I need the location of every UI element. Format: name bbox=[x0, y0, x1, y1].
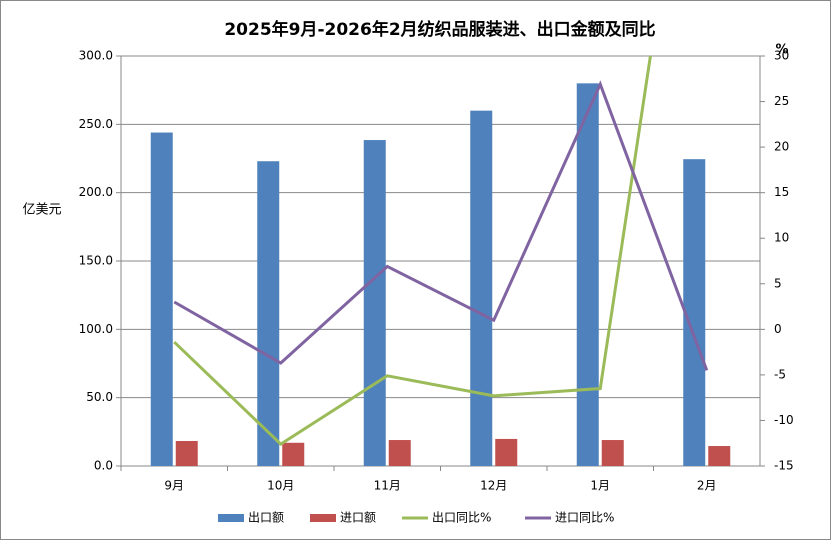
y-tick-label: 0.0 bbox=[94, 459, 113, 473]
bar bbox=[363, 140, 386, 467]
x-tick-label: 10月 bbox=[267, 479, 294, 493]
x-tick-label: 9月 bbox=[164, 479, 184, 493]
bar bbox=[257, 161, 280, 466]
y2-tick-label: 30 bbox=[774, 49, 789, 63]
line bbox=[173, 80, 709, 371]
y-tick-label: 100.0 bbox=[79, 322, 113, 336]
legend-label: 出口额 bbox=[248, 511, 284, 525]
x-tick-label: 11月 bbox=[374, 479, 401, 493]
x-tick-label: 12月 bbox=[480, 479, 507, 493]
bar bbox=[495, 438, 518, 466]
y2-axis-label: % bbox=[775, 43, 788, 58]
y-tick-label: 200.0 bbox=[79, 185, 113, 199]
y2-tick-label: -15 bbox=[774, 459, 794, 473]
legend-label: 出口同比% bbox=[432, 511, 491, 525]
y-tick-label: 250.0 bbox=[79, 117, 113, 131]
bar bbox=[470, 110, 493, 467]
chart-title: 2025年9月-2026年2月纺织品服装进、出口金额及同比 bbox=[224, 19, 655, 40]
bar bbox=[683, 159, 706, 466]
y2-tick-label: 10 bbox=[774, 231, 789, 245]
y2-tick-label: 0 bbox=[774, 322, 782, 336]
y2-tick-label: 15 bbox=[774, 185, 789, 199]
y2-tick-label: 25 bbox=[774, 94, 789, 108]
x-tick-label: 1月 bbox=[590, 479, 610, 493]
x-tick-label: 2月 bbox=[697, 479, 717, 493]
legend-label: 进口同比% bbox=[555, 511, 614, 525]
y-tick-label: 50.0 bbox=[86, 390, 113, 404]
legend-swatch bbox=[218, 514, 244, 522]
y-tick-label: 150.0 bbox=[79, 254, 113, 268]
y2-tick-label: -10 bbox=[774, 413, 794, 427]
y2-tick-label: -5 bbox=[774, 367, 786, 381]
bar bbox=[175, 440, 198, 466]
bar bbox=[708, 446, 731, 466]
bar bbox=[388, 440, 411, 466]
y-tick-label: 300.0 bbox=[79, 49, 113, 63]
y2-tick-label: 20 bbox=[774, 140, 789, 154]
bar bbox=[282, 442, 305, 466]
y-axis-label: 亿美元 bbox=[22, 203, 61, 218]
bar bbox=[576, 83, 599, 466]
legend-label: 进口额 bbox=[340, 511, 376, 525]
y2-tick-label: 5 bbox=[774, 276, 782, 290]
line bbox=[173, 56, 652, 447]
bar bbox=[601, 440, 624, 466]
legend-swatch bbox=[310, 514, 336, 522]
bar bbox=[150, 132, 173, 467]
